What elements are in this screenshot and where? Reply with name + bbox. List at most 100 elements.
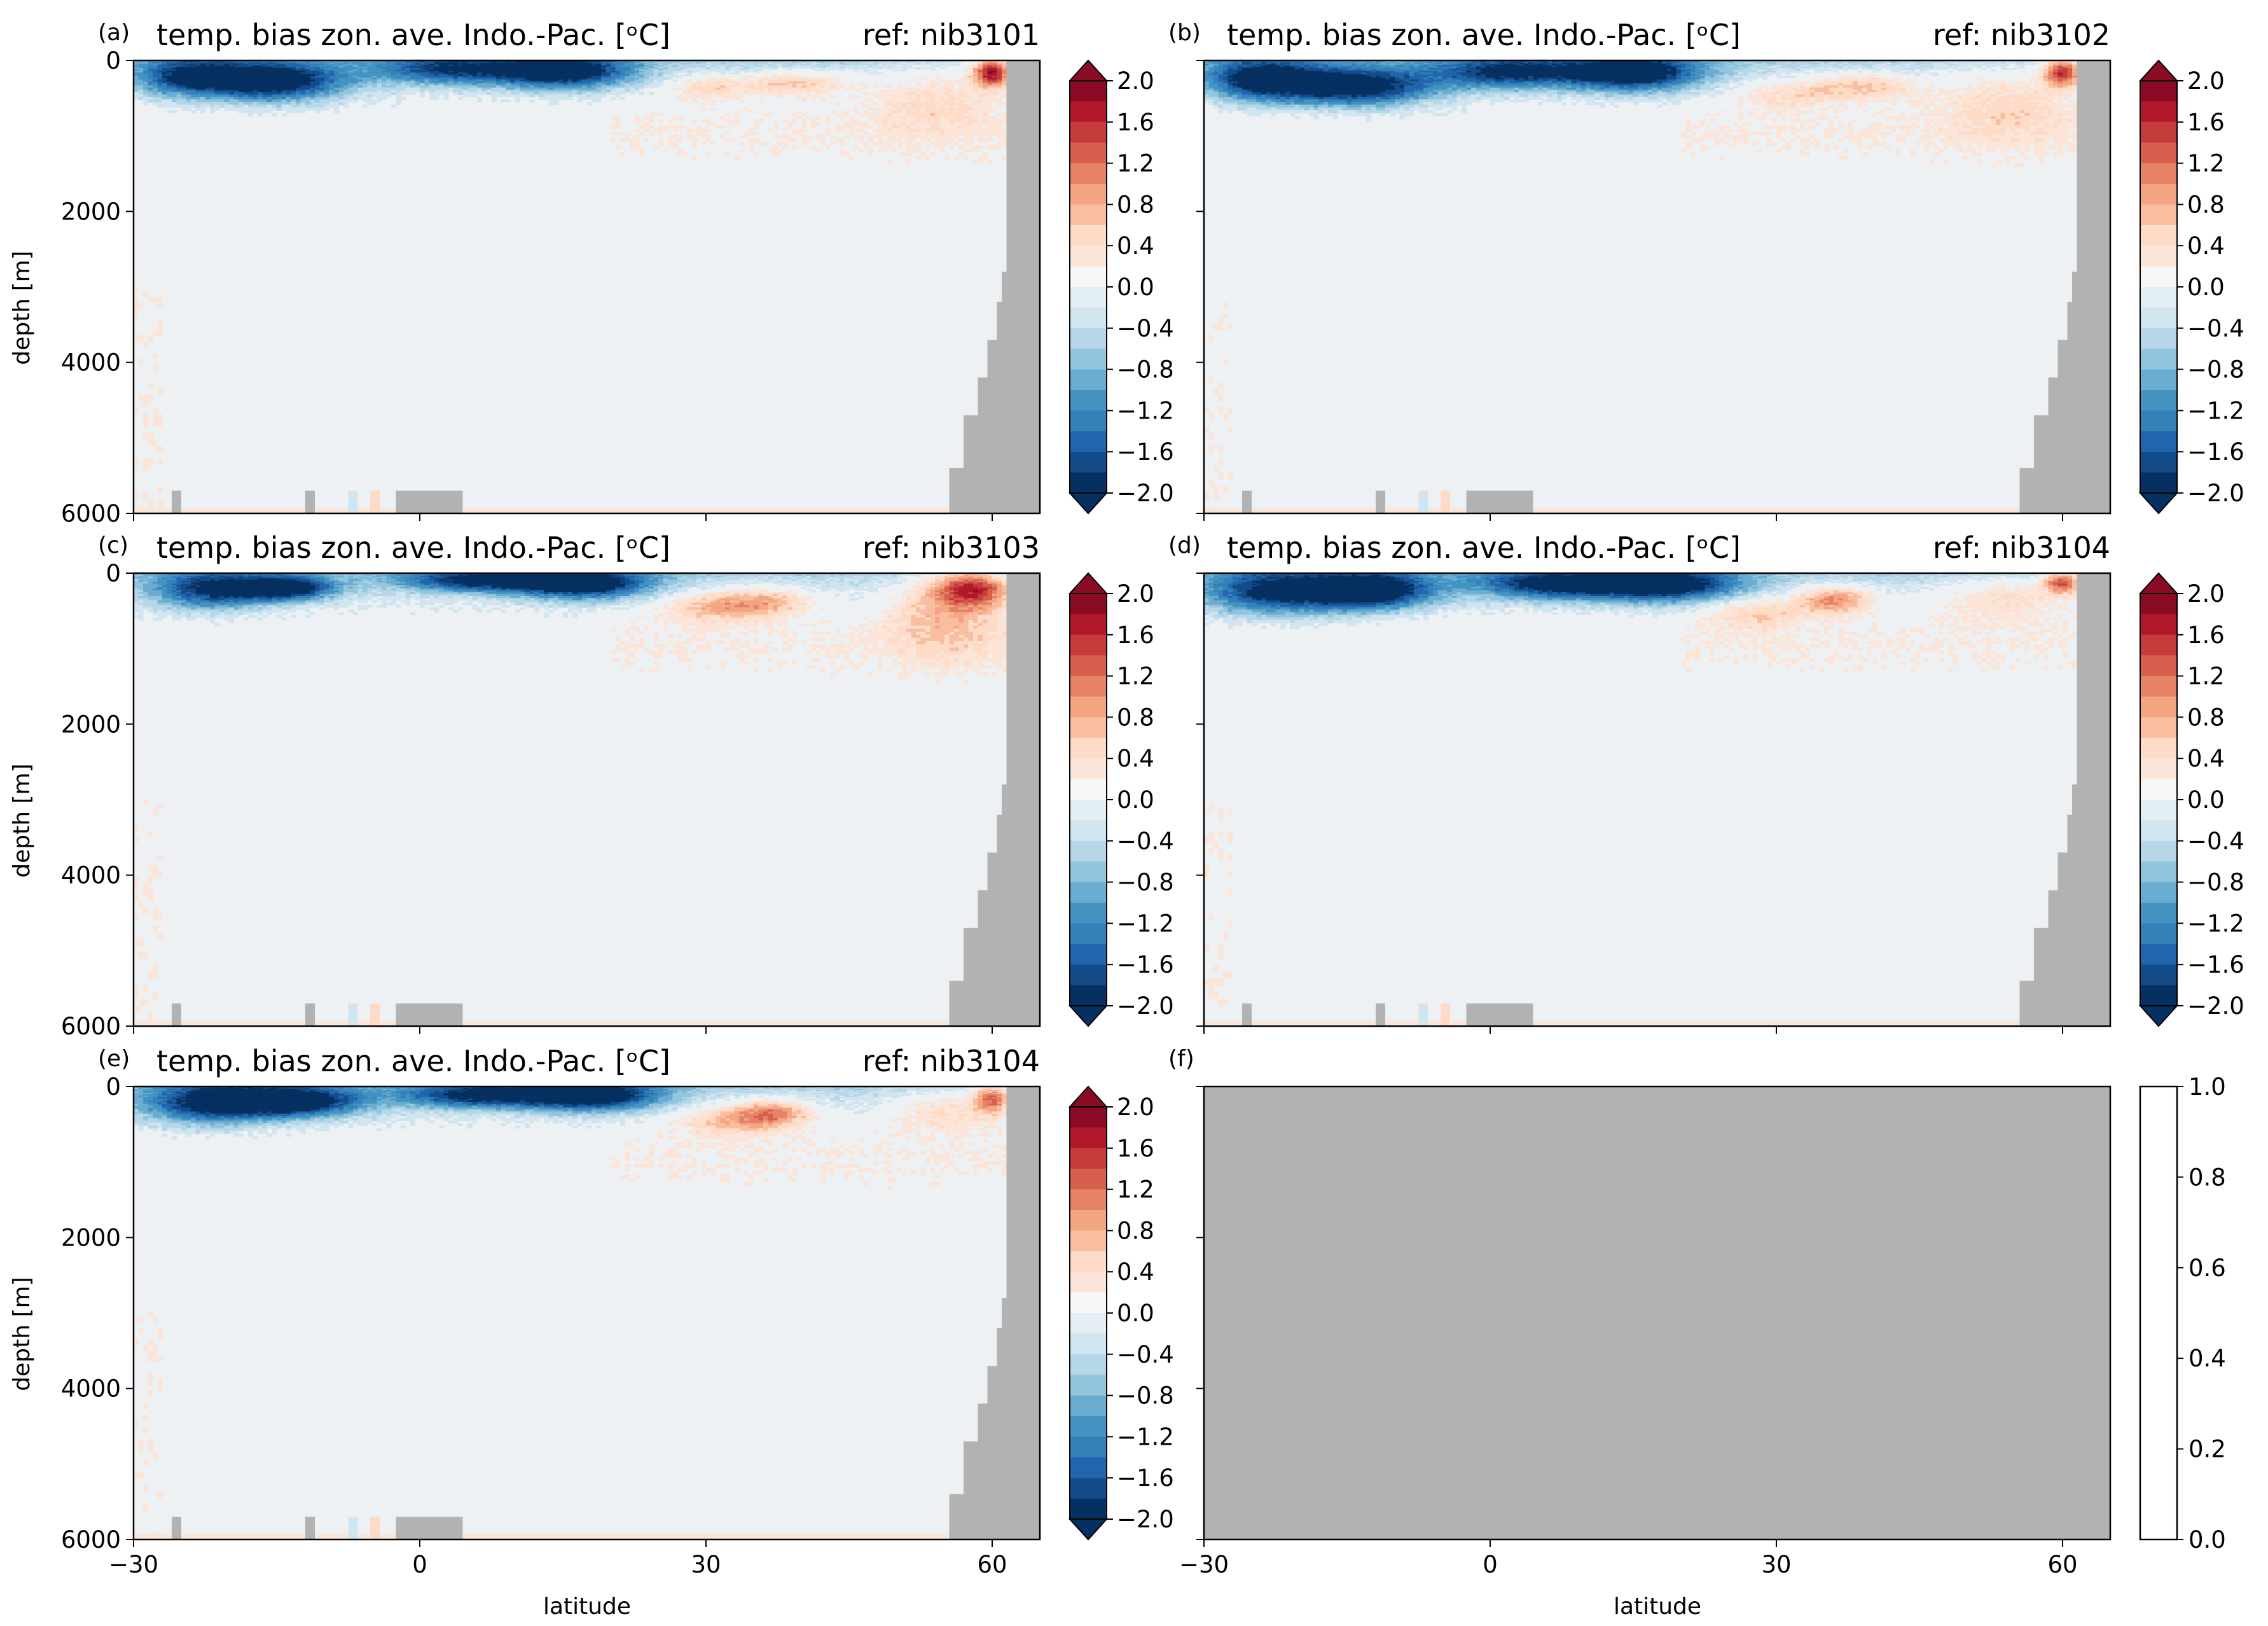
heat-cell bbox=[969, 90, 974, 92]
heat-cell bbox=[749, 129, 754, 132]
heat-cell bbox=[263, 85, 268, 88]
heat-cell bbox=[983, 132, 988, 136]
heat-cell bbox=[324, 97, 329, 100]
heat-cell bbox=[854, 122, 859, 125]
heat-cell bbox=[315, 99, 320, 102]
heat-cell bbox=[234, 97, 239, 100]
heat-cell bbox=[883, 99, 888, 102]
heat-cell bbox=[692, 119, 697, 122]
heat-cell bbox=[954, 102, 959, 105]
heat-cell bbox=[902, 110, 907, 113]
heat-cell bbox=[320, 92, 325, 95]
heat-cell bbox=[301, 92, 306, 95]
heat-cell bbox=[787, 92, 792, 95]
heat-cell bbox=[782, 67, 787, 69]
heat-cell bbox=[826, 122, 831, 125]
heat-cell bbox=[687, 129, 692, 132]
heat-cell bbox=[320, 95, 325, 97]
heat-cell bbox=[239, 92, 244, 95]
heat-cell bbox=[792, 129, 797, 132]
heat-cell bbox=[950, 65, 955, 66]
heat-cell bbox=[711, 85, 716, 88]
heat-cell bbox=[930, 129, 936, 132]
heat-cell bbox=[830, 110, 835, 113]
heat-cell bbox=[158, 88, 163, 90]
heat-cell bbox=[215, 105, 220, 108]
heat-cell bbox=[859, 125, 864, 129]
heat-cell bbox=[267, 99, 272, 102]
heat-cell bbox=[172, 110, 177, 113]
heat-cell bbox=[830, 135, 835, 139]
heat-cell bbox=[716, 88, 721, 90]
heat-cell bbox=[797, 90, 802, 92]
heat-cell bbox=[387, 88, 392, 90]
heat-cell bbox=[983, 156, 988, 160]
heat-cell bbox=[969, 122, 974, 125]
heat-cell bbox=[959, 110, 964, 113]
heat-cell bbox=[358, 90, 363, 92]
heat-cell bbox=[826, 92, 831, 95]
heat-cell bbox=[883, 119, 888, 122]
heat-cell bbox=[229, 102, 234, 105]
heat-cell bbox=[902, 105, 907, 108]
heat-cell bbox=[816, 67, 821, 69]
heat-cell bbox=[429, 90, 434, 92]
heat-cell bbox=[577, 97, 583, 100]
heat-cell bbox=[253, 99, 258, 102]
heat-cell bbox=[625, 88, 630, 90]
heat-cell bbox=[591, 99, 597, 102]
heat-cell bbox=[988, 125, 993, 129]
heat-cell bbox=[635, 142, 640, 146]
heat-cell bbox=[849, 122, 854, 125]
heat-cell bbox=[143, 466, 148, 473]
heat-cell bbox=[859, 149, 864, 153]
heat-cell bbox=[191, 90, 196, 92]
heat-cell bbox=[835, 102, 840, 105]
heat-cell bbox=[310, 90, 315, 92]
heat-cell bbox=[782, 145, 787, 149]
heat-cell bbox=[563, 90, 568, 92]
heat-cell bbox=[973, 85, 978, 88]
heat-cell bbox=[978, 110, 983, 113]
heat-cell bbox=[253, 105, 258, 108]
heat-cell bbox=[520, 95, 525, 97]
heat-cell bbox=[587, 88, 592, 90]
heat-cell bbox=[244, 90, 249, 92]
heat-cell bbox=[401, 90, 406, 92]
heat-cell bbox=[883, 110, 888, 113]
heat-cell bbox=[391, 105, 396, 108]
heat-cell bbox=[654, 85, 659, 88]
heat-cell bbox=[916, 68, 921, 70]
heat-cell bbox=[544, 95, 549, 97]
heat-cell bbox=[682, 152, 688, 156]
heat-cell bbox=[467, 95, 473, 97]
heat-cell bbox=[944, 110, 950, 113]
heat-cell bbox=[282, 88, 287, 90]
heat-cell bbox=[906, 142, 911, 146]
heat-cell bbox=[172, 97, 177, 100]
heat-cell bbox=[363, 85, 368, 88]
heat-cell bbox=[635, 135, 640, 139]
heat-cell bbox=[172, 90, 177, 92]
heat-cell bbox=[677, 76, 682, 78]
heat-cell bbox=[740, 85, 745, 88]
heat-cell bbox=[906, 119, 911, 122]
heat-cell bbox=[258, 99, 263, 102]
heat-cell bbox=[978, 85, 983, 88]
heat-cell bbox=[826, 116, 831, 119]
heat-cell bbox=[696, 95, 702, 97]
heat-cell bbox=[840, 142, 845, 146]
heat-cell bbox=[263, 105, 268, 108]
heat-cell bbox=[711, 99, 716, 102]
heat-cell bbox=[644, 85, 649, 88]
heat-cell bbox=[940, 95, 945, 97]
heat-cell bbox=[954, 90, 959, 92]
heat-cell bbox=[940, 108, 945, 111]
heat-cell bbox=[611, 92, 616, 95]
heat-cell bbox=[396, 85, 401, 88]
heat-cell bbox=[301, 99, 306, 102]
heat-cell bbox=[883, 132, 888, 136]
heat-cell bbox=[677, 119, 682, 122]
heat-cell bbox=[930, 135, 936, 139]
heat-cell bbox=[239, 90, 244, 92]
